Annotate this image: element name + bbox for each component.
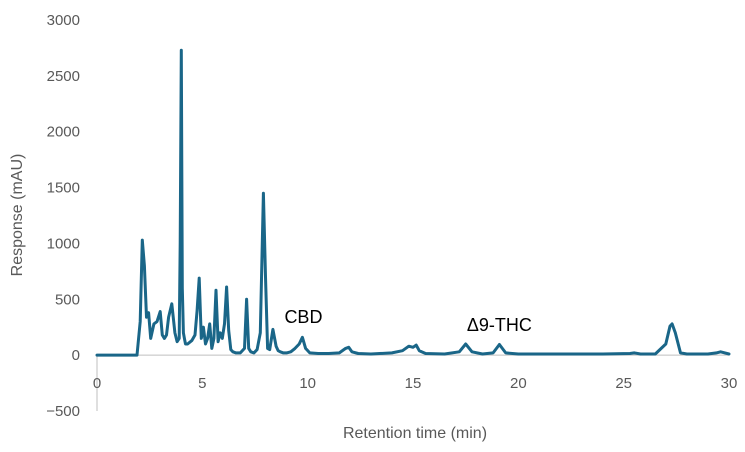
x-tick-label: 10 xyxy=(299,375,316,392)
x-tick-label: 5 xyxy=(198,375,206,392)
x-tick-label: 25 xyxy=(615,375,632,392)
y-tick-label: 1000 xyxy=(47,235,80,252)
y-tick-label: 3000 xyxy=(47,12,80,29)
y-tick-labels: −500 0 500 1000 1500 2000 2500 3000 xyxy=(46,12,80,420)
x-tick-label: 0 xyxy=(93,375,101,392)
x-axis-title: Retention time (min) xyxy=(343,425,487,442)
y-tick-label: 1500 xyxy=(47,180,80,197)
peak-annotation: CBD xyxy=(284,307,322,327)
x-tick-labels: 0 5 10 15 20 25 30 xyxy=(93,375,738,392)
peak-annotation: Δ9-THC xyxy=(467,315,532,335)
x-tick-label: 30 xyxy=(721,375,738,392)
x-tick-label: 15 xyxy=(405,375,422,392)
y-tick-label: 2000 xyxy=(47,124,80,141)
annotations: CBD Δ9-THC xyxy=(284,307,531,335)
y-tick-label: 500 xyxy=(55,291,80,308)
series-line xyxy=(95,48,731,357)
y-tick-label: 0 xyxy=(72,347,80,364)
y-tick-label: −500 xyxy=(46,403,80,420)
y-axis-title: Response (mAU) xyxy=(9,154,26,277)
y-tick-label: 2500 xyxy=(47,68,80,85)
x-tick-label: 20 xyxy=(510,375,527,392)
axes xyxy=(96,354,729,411)
